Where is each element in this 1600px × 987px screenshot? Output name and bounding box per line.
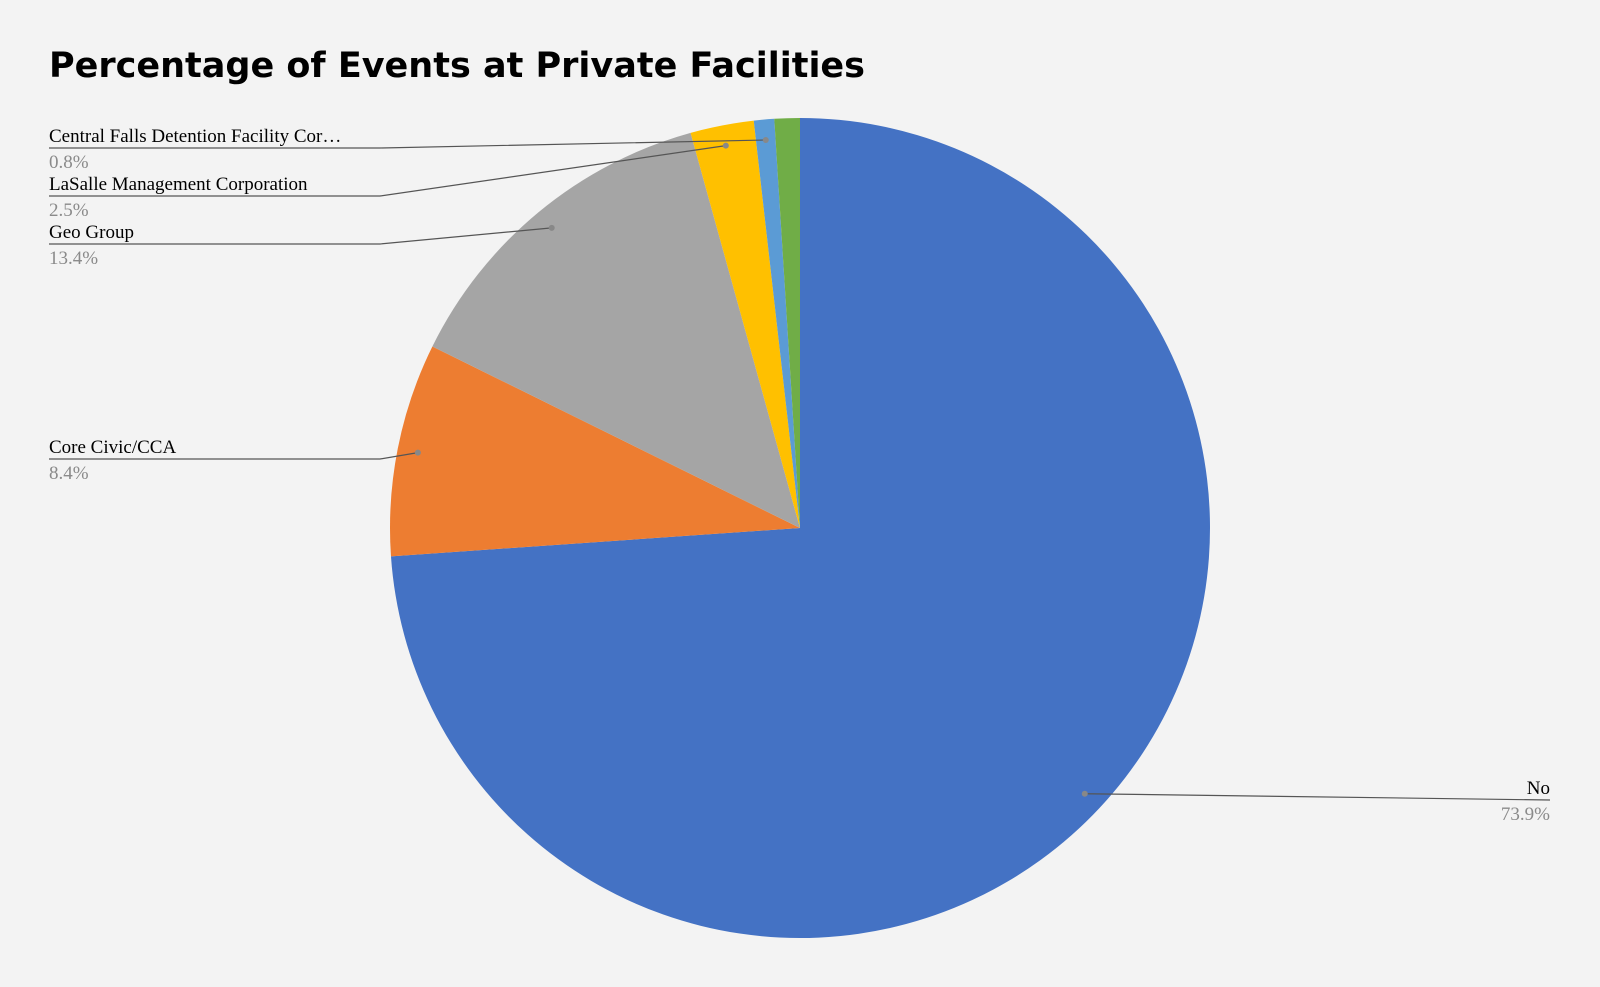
pie-slice: [753, 118, 800, 528]
pie-slice: [389, 346, 800, 557]
leader-line: [49, 227, 552, 245]
slice-label: Core Civic/CCA: [49, 437, 176, 458]
slice-label: No: [1527, 778, 1550, 799]
leader-line: [49, 452, 418, 460]
leader-dot: [722, 142, 729, 149]
slice-value-label: 2.5%: [49, 200, 89, 221]
pie-slice: [690, 120, 800, 529]
slice-label: Geo Group: [49, 222, 134, 243]
leader-dot: [414, 449, 421, 456]
leader-line: [49, 145, 726, 197]
slice-value-label: 73.9%: [1501, 804, 1550, 825]
leader-dot: [548, 224, 555, 231]
pie-slice: [432, 132, 800, 528]
leader-dot: [1081, 790, 1088, 797]
pie-slice: [390, 118, 1210, 939]
slice-label: LaSalle Management Corporation: [49, 174, 308, 195]
slice-label: Central Falls Detention Facility Cor…: [49, 126, 341, 147]
slice-value-label: 13.4%: [49, 248, 98, 269]
pie-slice: [774, 118, 800, 528]
leader-dot: [762, 137, 769, 144]
slice-value-label: 8.4%: [49, 463, 89, 484]
leader-line: [49, 139, 766, 149]
leader-line: [1084, 793, 1551, 801]
chart-title: Percentage of Events at Private Faciliti…: [49, 46, 865, 86]
slice-value-label: 0.8%: [49, 152, 89, 173]
